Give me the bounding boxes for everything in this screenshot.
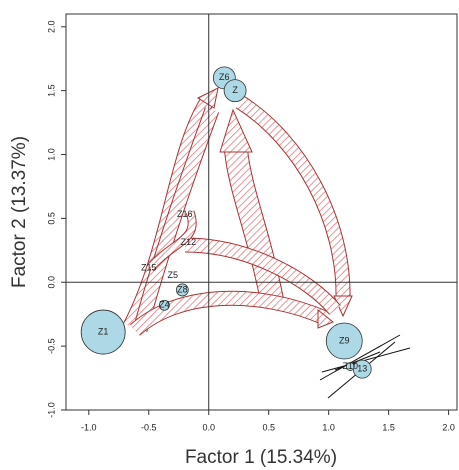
point-label: Z5 [167,270,178,280]
x-tick-label: 0.0 [202,422,215,432]
point-label: Z12 [181,237,197,247]
y-tick-label: -1.0 [46,402,56,418]
point-label: 13 [357,363,367,373]
arrows [123,87,353,336]
y-tick-label: 2.0 [46,21,56,34]
bubble [223,79,247,103]
y-tick-label: 0.0 [46,276,56,289]
y-axis-label: Factor 2 (13.37%) [9,136,30,288]
point-label: Z9 [339,335,350,345]
point-label: Z15 [141,263,157,273]
y-tick-label: -0.5 [46,338,56,354]
bubble [158,299,170,311]
point-label: Z6 [219,72,230,82]
bubble [175,283,189,297]
y-tick-label: 0.5 [46,212,56,225]
x-tick-label: -0.5 [141,422,157,432]
x-tick-label: 1.0 [322,422,335,432]
y-tick-label: 1.0 [46,148,56,161]
x-tick-label: 2.0 [442,422,455,432]
plot-frame [65,13,458,411]
point-label: Z16 [177,209,193,219]
bubble [325,322,363,360]
bubble [345,362,355,371]
x-axis-label: Factor 1 (15.34%) [185,447,337,468]
point-label: Z4 [159,300,170,310]
x-tick-label: 1.5 [382,422,395,432]
point-label: Z1 [98,326,109,336]
y-tick-label: 1.5 [46,84,56,97]
point-label: Z [232,85,238,95]
x-tick-label: 0.5 [262,422,275,432]
point-label: Z10 [342,361,358,371]
x-tick-label: -1.0 [81,422,97,432]
bubble [80,309,126,355]
point-label: Z8 [177,284,188,294]
